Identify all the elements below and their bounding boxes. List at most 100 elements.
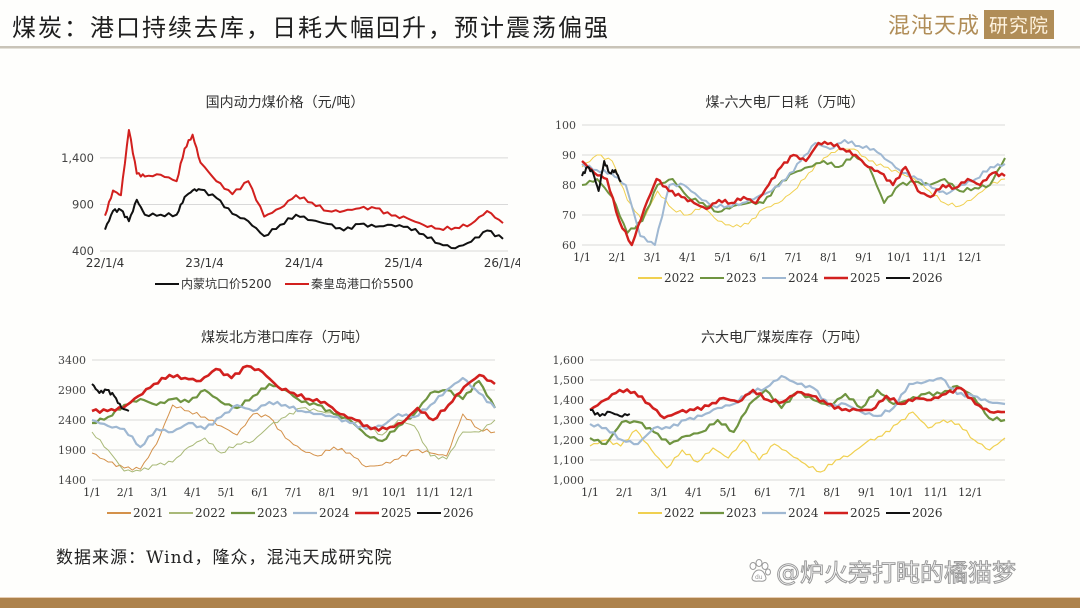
series-line-2021: [91, 404, 496, 471]
chart-port-inventory: 煤炭北方港口库存（万吨） 1400 1900 2400 2900 3400 1/1 2/1 3/…: [50, 320, 520, 530]
chart-title: 煤-六大电厂日耗（万吨）: [705, 95, 864, 111]
y-tick-label: 1,400: [61, 151, 94, 165]
x-tick-label: 9/1: [855, 251, 873, 264]
series-line-2022: [589, 411, 1006, 473]
legend-label: 2025: [381, 506, 412, 520]
footer-bar: [0, 597, 1080, 608]
x-tick-label: 22/1/4: [86, 256, 125, 270]
y-tick-label: 3400: [58, 354, 86, 367]
x-tick-label: 12/1: [958, 486, 983, 499]
x-tick-label: 10/1: [889, 486, 914, 499]
x-tick-label: 8/1: [318, 486, 336, 499]
x-tick-label: 2/1: [608, 251, 626, 264]
header-divider: [0, 46, 1080, 49]
series-line-内蒙坑口价5200: [104, 188, 504, 250]
x-tick-label: 8/1: [823, 486, 841, 499]
x-tick-label: 3/1: [650, 486, 668, 499]
y-tick-label: 70: [562, 209, 576, 222]
svg-text:du: du: [755, 574, 763, 581]
y-tick-label: 1,200: [553, 434, 585, 447]
series-line-2024: [91, 376, 496, 449]
x-tick-label: 7/1: [785, 251, 803, 264]
legend-label: 2026: [912, 506, 943, 520]
series-line-2026: [589, 408, 631, 418]
series-line-2024: [589, 374, 1006, 446]
x-tick-label: 11/1: [415, 486, 440, 499]
x-tick-label: 5/1: [719, 486, 737, 499]
y-tick-label: 400: [72, 244, 94, 258]
legend-label: 2024: [319, 506, 350, 520]
x-tick-label: 6/1: [251, 486, 269, 499]
series-line-2024: [581, 139, 1006, 246]
x-tick-label: 2/1: [117, 486, 135, 499]
legend-label: 2026: [443, 506, 474, 520]
brand-logo: 混沌天成 研究院: [888, 9, 1054, 39]
y-tick-label: 1,400: [553, 394, 585, 407]
x-tick-label: 23/1/4: [185, 256, 224, 270]
chart-title: 六大电厂煤炭库存（万吨）: [701, 330, 869, 346]
chart-daily-consumption: 煤-六大电厂日耗（万吨） 60 70 80 90 100 1/1 2/1 3/1 4/1 5/1 6/…: [540, 85, 1030, 300]
y-tick-label: 60: [562, 239, 576, 252]
series-line-2022: [91, 407, 496, 473]
chart-title: 国内动力煤价格（元/吨）: [206, 95, 365, 111]
series-line-2023: [581, 154, 1006, 234]
series-line-2026: [91, 383, 130, 412]
y-tick-label: 90: [562, 149, 576, 162]
x-tick-label: 4/1: [685, 486, 703, 499]
series-line-2025: [589, 386, 1006, 420]
x-tick-label: 4/1: [184, 486, 202, 499]
y-tick-label: 2400: [58, 414, 86, 427]
data-source-note: 数据来源：Wind，隆众，混沌天成研究院: [56, 548, 393, 568]
y-tick-label: 2900: [58, 384, 86, 397]
legend-label: 2026: [912, 271, 943, 285]
chart-plant-inventory: 六大电厂煤炭库存（万吨） 1,000 1,100 1,200 1,300 1,400 1,5…: [540, 320, 1030, 530]
legend-label: 2022: [195, 506, 226, 520]
y-tick-label: 1,600: [553, 354, 585, 367]
x-tick-label: 9/1: [352, 486, 370, 499]
x-tick-label: 1/1: [581, 486, 599, 499]
x-tick-label: 2/1: [616, 486, 634, 499]
y-tick-label: 1,300: [553, 414, 585, 427]
series-line-2026: [581, 160, 622, 192]
legend-label: 2022: [664, 506, 695, 520]
x-tick-label: 3/1: [150, 486, 168, 499]
legend-label: 2023: [726, 506, 757, 520]
legend-label: 2023: [726, 271, 757, 285]
x-tick-label: 6/1: [754, 486, 772, 499]
baidu-paw-icon: du: [749, 558, 771, 582]
y-tick-label: 1,100: [553, 454, 585, 467]
legend-label: 2024: [788, 271, 819, 285]
x-tick-label: 1/1: [573, 251, 591, 264]
x-tick-label: 25/1/4: [384, 256, 423, 270]
y-tick-label: 1400: [58, 474, 86, 487]
series-line-秦皇岛港口价5500: [104, 129, 504, 231]
y-tick-label: 100: [555, 119, 576, 132]
x-tick-label: 9/1: [858, 486, 876, 499]
y-tick-label: 1,500: [553, 374, 585, 387]
legend-label: 2022: [664, 271, 695, 285]
y-tick-label: 1,000: [553, 474, 585, 487]
series-line-2025: [91, 364, 496, 432]
logo-badge: 研究院: [983, 9, 1054, 39]
x-tick-label: 7/1: [789, 486, 807, 499]
x-tick-label: 7/1: [285, 486, 303, 499]
x-tick-label: 3/1: [644, 251, 662, 264]
series-line-2023: [92, 379, 496, 443]
x-tick-label: 4/1: [679, 251, 697, 264]
legend-label: 内蒙坑口价5200: [181, 276, 272, 291]
x-tick-label: 12/1: [449, 486, 474, 499]
watermark-text: @炉火旁打盹的橘猫梦: [776, 559, 1017, 588]
x-tick-label: 10/1: [382, 486, 407, 499]
legend-label: 2024: [788, 506, 819, 520]
x-tick-label: 1/1: [83, 486, 101, 499]
series-line-2025: [581, 140, 1006, 247]
x-tick-label: 5/1: [217, 486, 235, 499]
logo-text: 混沌天成: [887, 14, 980, 39]
legend-label: 2023: [257, 506, 288, 520]
x-tick-label: 5/1: [714, 251, 732, 264]
page-title: 煤炭：港口持续去库，日耗大幅回升，预计震荡偏强: [12, 14, 610, 42]
x-tick-label: 26/1/4: [484, 256, 520, 270]
watermark: du @炉火旁打盹的橘猫梦: [746, 553, 1017, 588]
x-tick-label: 24/1/4: [285, 256, 324, 270]
y-tick-label: 1900: [58, 444, 86, 457]
